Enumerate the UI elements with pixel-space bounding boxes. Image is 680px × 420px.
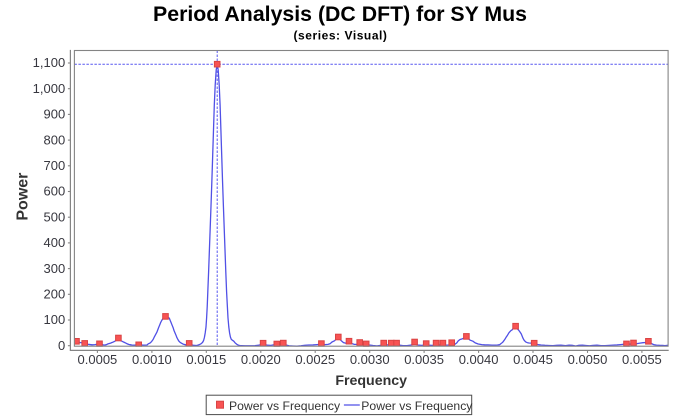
svg-text:(series: Visual): (series: Visual) <box>294 29 388 43</box>
svg-text:0.0010: 0.0010 <box>132 352 172 367</box>
svg-text:0.0055: 0.0055 <box>622 352 662 367</box>
svg-text:Power vs Frequency: Power vs Frequency <box>361 399 473 413</box>
svg-text:Period Analysis (DC DFT) for S: Period Analysis (DC DFT) for SY Mus <box>153 2 527 26</box>
svg-text:900: 900 <box>43 107 65 122</box>
svg-text:0: 0 <box>58 338 65 353</box>
svg-text:600: 600 <box>43 184 65 199</box>
svg-text:Frequency: Frequency <box>335 373 407 389</box>
svg-text:Power vs Frequency: Power vs Frequency <box>229 399 341 413</box>
svg-text:700: 700 <box>43 158 65 173</box>
svg-text:0.0005: 0.0005 <box>78 352 118 367</box>
svg-text:0.0015: 0.0015 <box>186 352 226 367</box>
svg-text:0.0050: 0.0050 <box>568 352 608 367</box>
svg-text:0.0045: 0.0045 <box>513 352 553 367</box>
svg-text:0.0035: 0.0035 <box>404 352 444 367</box>
svg-text:400: 400 <box>43 235 65 250</box>
svg-text:1,000: 1,000 <box>33 81 66 96</box>
svg-text:Power: Power <box>15 173 32 221</box>
svg-text:0.0030: 0.0030 <box>350 352 390 367</box>
svg-text:0.0025: 0.0025 <box>295 352 335 367</box>
svg-text:800: 800 <box>43 132 65 147</box>
svg-text:100: 100 <box>43 312 65 327</box>
svg-text:0.0020: 0.0020 <box>241 352 281 367</box>
svg-text:200: 200 <box>43 287 65 302</box>
svg-text:500: 500 <box>43 209 65 224</box>
svg-text:300: 300 <box>43 261 65 276</box>
svg-text:0.0040: 0.0040 <box>459 352 499 367</box>
svg-text:1,100: 1,100 <box>33 55 66 70</box>
